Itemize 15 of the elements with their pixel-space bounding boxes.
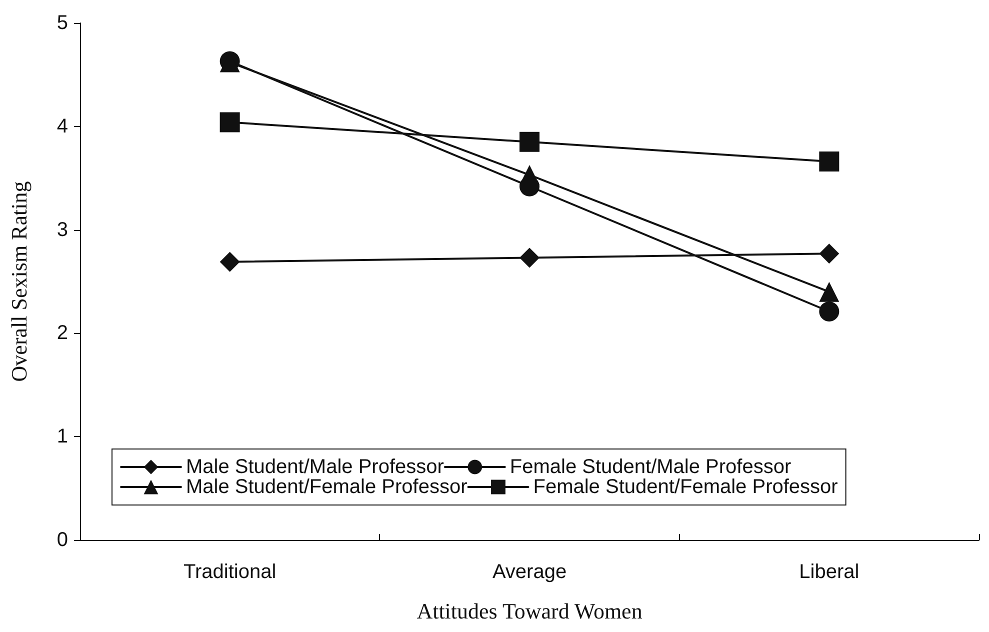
y-tick-label: 0 xyxy=(56,529,68,551)
x-tick-label: Average xyxy=(492,561,567,583)
legend-label: Male Student/Female Professor xyxy=(186,476,468,498)
x-tick-label: Traditional xyxy=(184,561,276,583)
legend-label: Male Student/Male Professor xyxy=(186,456,444,478)
x-axis-title: Attitudes Toward Women xyxy=(416,598,642,624)
y-tick-label: 2 xyxy=(56,322,68,344)
legend-label: Female Student/Male Professor xyxy=(510,456,792,478)
y-tick-label: 3 xyxy=(56,218,68,241)
x-tick-label: Liberal xyxy=(799,561,860,583)
y-tick-label: 4 xyxy=(56,115,68,138)
legend-label: Female Student/Female Professor xyxy=(533,476,838,498)
y-axis-title: Overall Sexism Rating xyxy=(6,181,32,382)
y-tick-label: 1 xyxy=(56,426,68,448)
y-tick-label: 5 xyxy=(56,12,68,34)
